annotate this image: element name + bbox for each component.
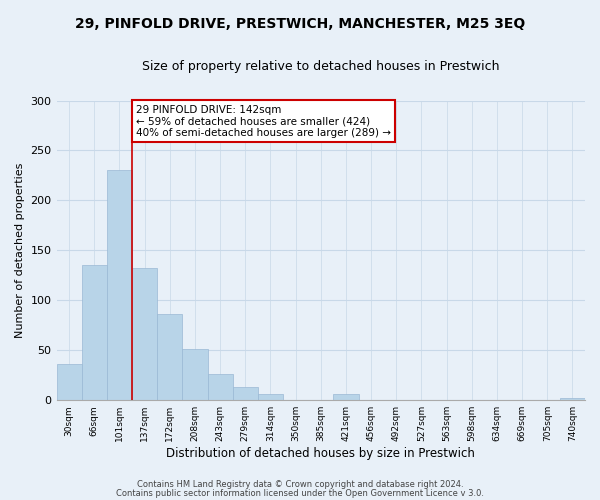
Bar: [107, 170, 132, 400]
Title: Size of property relative to detached houses in Prestwich: Size of property relative to detached ho…: [142, 60, 500, 73]
Bar: [82, 266, 107, 400]
X-axis label: Distribution of detached houses by size in Prestwich: Distribution of detached houses by size …: [166, 447, 475, 460]
Bar: [182, 350, 208, 400]
Bar: [208, 374, 233, 400]
Bar: [132, 268, 157, 400]
Bar: [334, 394, 359, 400]
Bar: [56, 364, 82, 400]
Bar: [233, 387, 258, 400]
Text: Contains HM Land Registry data © Crown copyright and database right 2024.: Contains HM Land Registry data © Crown c…: [137, 480, 463, 489]
Bar: [157, 314, 182, 400]
Y-axis label: Number of detached properties: Number of detached properties: [15, 162, 25, 338]
Text: 29, PINFOLD DRIVE, PRESTWICH, MANCHESTER, M25 3EQ: 29, PINFOLD DRIVE, PRESTWICH, MANCHESTER…: [75, 18, 525, 32]
Bar: [258, 394, 283, 400]
Bar: [560, 398, 585, 400]
Text: Contains public sector information licensed under the Open Government Licence v : Contains public sector information licen…: [116, 488, 484, 498]
Text: 29 PINFOLD DRIVE: 142sqm
← 59% of detached houses are smaller (424)
40% of semi-: 29 PINFOLD DRIVE: 142sqm ← 59% of detach…: [136, 104, 391, 138]
